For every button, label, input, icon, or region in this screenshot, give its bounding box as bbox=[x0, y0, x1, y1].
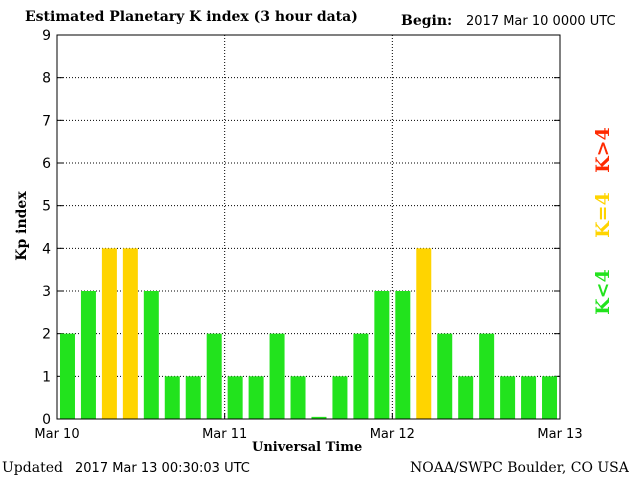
credit-text: NOAA/SWPC Boulder, CO USA bbox=[410, 460, 629, 476]
kp-bar bbox=[164, 376, 180, 419]
legend-k-above-4: K>4 bbox=[592, 127, 614, 173]
updated-label: Updated bbox=[2, 460, 63, 476]
kp-bar bbox=[122, 248, 138, 419]
x-tick-label: Mar 12 bbox=[370, 427, 415, 442]
legend-k-below-4: K<4 bbox=[592, 269, 614, 315]
y-tick-label: 4 bbox=[42, 241, 51, 257]
kp-bar bbox=[458, 376, 474, 419]
kp-bar bbox=[479, 333, 495, 419]
y-tick-label: 0 bbox=[42, 412, 51, 428]
kp-bar bbox=[374, 291, 390, 419]
y-tick-label: 9 bbox=[42, 28, 51, 44]
x-tick-label: Mar 13 bbox=[537, 427, 582, 442]
kp-bar bbox=[248, 376, 264, 419]
begin-value: 2017 Mar 10 0000 UTC bbox=[466, 14, 616, 29]
x-tick-label: Mar 10 bbox=[34, 427, 79, 442]
kp-bar bbox=[395, 291, 411, 419]
updated-value: 2017 Mar 13 00:30:03 UTC bbox=[75, 461, 250, 476]
kp-bar bbox=[500, 376, 516, 419]
kp-bar bbox=[353, 333, 369, 419]
y-tick-label: 5 bbox=[42, 199, 51, 215]
kp-bar bbox=[101, 248, 117, 419]
begin-label: Begin: bbox=[401, 13, 453, 29]
y-tick-label: 3 bbox=[42, 284, 51, 300]
x-axis-label: Universal Time bbox=[252, 440, 363, 455]
kp-bar bbox=[80, 291, 96, 419]
kp-bar bbox=[206, 333, 222, 419]
kp-bar bbox=[521, 376, 537, 419]
kp-bar bbox=[269, 333, 285, 419]
legend-k-equal-4: K=4 bbox=[592, 192, 614, 238]
kp-bar bbox=[227, 376, 243, 419]
plot-frame bbox=[56, 34, 561, 420]
y-axis-label: Kp index bbox=[14, 191, 30, 261]
chart-title: Estimated Planetary K index (3 hour data… bbox=[25, 9, 358, 25]
kp-bar bbox=[416, 248, 432, 419]
kp-bar bbox=[290, 376, 306, 419]
y-tick-label: 6 bbox=[42, 156, 51, 172]
y-tick-label: 7 bbox=[42, 113, 51, 129]
kp-bar bbox=[59, 333, 75, 419]
kp-bar bbox=[311, 416, 327, 419]
kp-bar bbox=[143, 291, 159, 419]
kp-bar bbox=[437, 333, 453, 419]
kp-bar bbox=[332, 376, 348, 419]
x-tick-label: Mar 11 bbox=[202, 427, 247, 442]
kp-bar bbox=[542, 376, 558, 419]
y-tick-label: 2 bbox=[42, 327, 51, 343]
y-tick-label: 8 bbox=[42, 71, 51, 87]
y-tick-label: 1 bbox=[42, 369, 51, 385]
kp-bar bbox=[185, 376, 201, 419]
